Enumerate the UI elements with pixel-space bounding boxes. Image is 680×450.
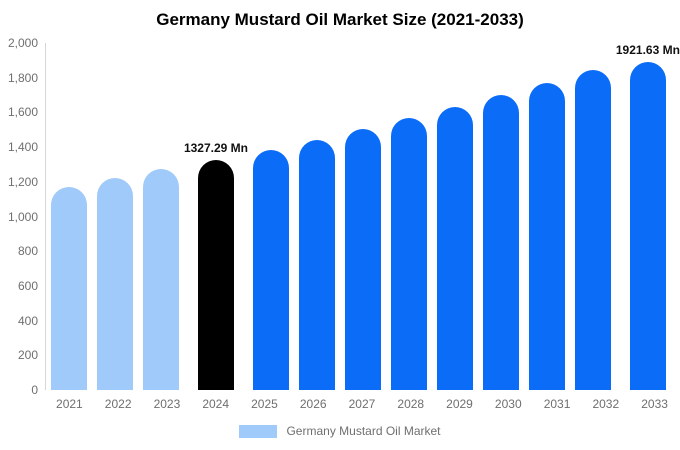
x-tick-2033: 2033 xyxy=(641,397,668,411)
bar-column-2028 xyxy=(386,43,432,390)
bar-column-2033: 1921.63 Mn xyxy=(616,43,680,390)
legend-item[interactable]: Germany Mustard Oil Market xyxy=(0,424,680,438)
x-tick-2029: 2029 xyxy=(446,397,473,411)
x-tick-2026: 2026 xyxy=(299,397,327,411)
x-tick-2031: 2031 xyxy=(543,397,571,411)
bar-2025[interactable] xyxy=(252,150,289,390)
bar-2027[interactable] xyxy=(344,129,381,390)
bar-value-label-2033: 1921.63 Mn xyxy=(615,43,680,57)
bar-column-2030 xyxy=(478,43,524,390)
bar-column-2026 xyxy=(294,43,340,390)
x-tick-2027: 2027 xyxy=(348,397,376,411)
y-tick-400: 400 xyxy=(17,313,38,328)
bar-2024[interactable] xyxy=(197,159,234,390)
bar-column-2023 xyxy=(138,43,184,390)
bar-column-2025 xyxy=(248,43,294,390)
y-tick-200: 200 xyxy=(17,348,38,363)
y-tick-0: 0 xyxy=(31,383,38,397)
legend-swatch xyxy=(239,424,278,438)
bar-column-2024: 1327.29 Mn xyxy=(184,43,248,390)
x-axis: 2021 2022 2023 2024 2025 2026 2027 2028 2029 2030… xyxy=(45,397,679,411)
bar-column-2032 xyxy=(570,43,616,390)
bar-2022[interactable] xyxy=(96,177,133,390)
bar-2026[interactable] xyxy=(298,140,335,390)
bar-column-2031 xyxy=(524,43,570,390)
legend-label: Germany Mustard Oil Market xyxy=(286,424,441,438)
y-tick-600: 600 xyxy=(17,278,38,293)
y-tick-1,000: 1,000 xyxy=(7,209,38,224)
y-axis: 0 200 400 600 800 1,000 1,200 1,400 1,600 1,800 2,… xyxy=(0,0,40,450)
y-tick-800: 800 xyxy=(17,244,38,259)
bar-2031[interactable] xyxy=(528,82,565,390)
y-tick-1,600: 1,600 xyxy=(7,105,38,120)
bar-column-2029 xyxy=(432,43,478,390)
y-tick-1,200: 1,200 xyxy=(7,174,38,189)
bar-2028[interactable] xyxy=(390,118,427,390)
bar-2032[interactable] xyxy=(574,69,611,390)
bar-2030[interactable] xyxy=(482,95,519,390)
x-tick-2023: 2023 xyxy=(153,397,181,411)
y-tick-1,400: 1,400 xyxy=(7,140,38,155)
x-tick-2022: 2022 xyxy=(104,397,132,411)
x-tick-2021: 2021 xyxy=(56,397,83,411)
bar-column-2021 xyxy=(46,43,92,390)
chart-title: Germany Mustard Oil Market Size (2021-20… xyxy=(156,10,524,29)
x-tick-2025: 2025 xyxy=(251,397,278,411)
x-tick-2024: 2024 xyxy=(202,397,230,411)
bar-2029[interactable] xyxy=(436,107,473,390)
bar-column-2022 xyxy=(92,43,138,390)
x-tick-2032: 2032 xyxy=(592,397,620,411)
x-tick-2028: 2028 xyxy=(397,397,425,411)
bar-value-label-2024: 1327.29 Mn xyxy=(183,140,248,155)
bar-2033[interactable] xyxy=(629,62,666,390)
plot-area: 1327.29 Mn 1921.63 Mn xyxy=(45,43,680,390)
bar-2021[interactable] xyxy=(50,186,87,390)
bar-column-2027 xyxy=(340,43,386,390)
x-tick-2030: 2030 xyxy=(494,397,522,411)
bar-2023[interactable] xyxy=(142,168,179,390)
y-tick-1,800: 1,800 xyxy=(7,70,38,85)
y-tick-2,000: 2,000 xyxy=(7,36,38,50)
